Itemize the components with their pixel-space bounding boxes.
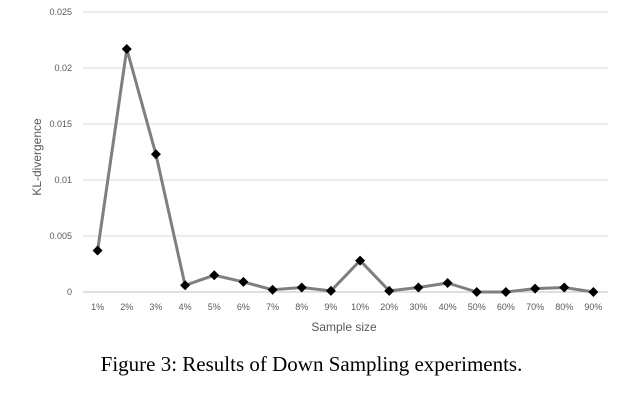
- gridlines: [83, 11, 608, 293]
- series-kl-divergence: [92, 43, 599, 297]
- x-tick-label: 20%: [380, 302, 398, 312]
- data-point-marker: [384, 285, 395, 296]
- y-tick-label: 0.02: [54, 63, 72, 73]
- figure-caption: Figure 3: Results of Down Sampling exper…: [100, 352, 523, 376]
- x-tick-label: 4%: [179, 302, 192, 312]
- data-point-marker: [267, 284, 278, 295]
- data-point-marker: [500, 287, 511, 297]
- data-point-marker: [150, 149, 161, 160]
- data-point-marker: [296, 282, 307, 293]
- data-point-marker: [121, 43, 132, 54]
- data-point-marker: [209, 270, 220, 281]
- x-tick-label: 30%: [409, 302, 427, 312]
- x-tick-label: 1%: [91, 302, 104, 312]
- x-tick-label: 2%: [120, 302, 133, 312]
- x-tick-label: 6%: [237, 302, 250, 312]
- data-point-marker: [413, 282, 424, 293]
- data-point-marker: [471, 287, 482, 297]
- data-point-marker: [92, 245, 103, 256]
- x-tick-label: 60%: [497, 302, 515, 312]
- data-point-marker: [530, 283, 541, 294]
- x-axis-title: Sample size: [311, 320, 377, 334]
- y-tick-label: 0.025: [49, 7, 72, 17]
- data-point-marker: [588, 287, 599, 297]
- y-tick-labels: 0 0.005 0.01 0.015 0.02 0.025: [49, 7, 72, 297]
- y-axis-title: KL-divergence: [30, 118, 44, 196]
- x-tick-label: 7%: [266, 302, 279, 312]
- x-tick-label: 5%: [208, 302, 221, 312]
- x-tick-label: 50%: [468, 302, 486, 312]
- x-tick-label: 70%: [526, 302, 544, 312]
- series-line: [96, 47, 594, 294]
- data-point-marker: [180, 280, 191, 291]
- x-tick-label: 80%: [555, 302, 573, 312]
- x-tick-label: 40%: [439, 302, 457, 312]
- data-point-marker: [238, 276, 249, 287]
- y-tick-label: 0.015: [49, 119, 72, 129]
- x-tick-label: 10%: [351, 302, 369, 312]
- x-tick-label: 90%: [584, 302, 602, 312]
- x-tick-label: 9%: [324, 302, 337, 312]
- data-point-marker: [442, 278, 453, 289]
- data-point-marker: [355, 255, 366, 266]
- x-tick-labels: 1% 2% 3% 4% 5% 6% 7% 8% 9% 10% 20% 30% 40% 50% 60% 70% 8…: [91, 302, 602, 312]
- data-point-marker: [325, 285, 336, 296]
- line-chart: 0 0.005 0.01 0.015 0.02 0.025 1% 2% 3% 4% 5% 6% 7% 8…: [30, 7, 608, 334]
- data-point-marker: [559, 282, 570, 293]
- x-tick-label: 8%: [295, 302, 308, 312]
- y-tick-label: 0: [67, 287, 72, 297]
- x-tick-label: 3%: [149, 302, 162, 312]
- y-tick-label: 0.005: [49, 231, 72, 241]
- y-tick-label: 0.01: [54, 175, 72, 185]
